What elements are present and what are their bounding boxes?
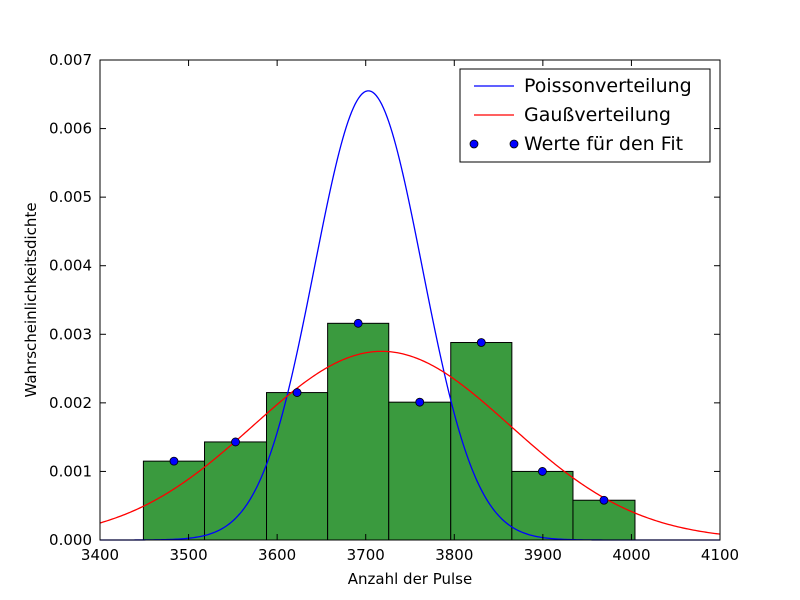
y-tick-label: 0.002 [49,394,92,412]
legend-poisson-label: Poissonverteilung [524,75,692,97]
legend-fit-label: Werte für den Fit [524,133,683,155]
fit-point [415,397,425,407]
legend-fit-marker-left [469,139,479,149]
fit-point [353,318,363,328]
histogram-bar [511,470,574,541]
x-tick-label: 4000 [612,546,650,564]
x-tick-label: 4100 [701,546,739,564]
histogram-bar [388,401,452,541]
histogram-bar [266,392,329,541]
histogram-bar [450,342,513,541]
x-tick-label: 3800 [435,546,473,564]
y-axis-label: Wahrscheinlichkeitsdichte [22,202,40,397]
legend-fit-marker-right [509,139,519,149]
x-axis-ticks: 3400 3500 3600 3700 3800 3900 4000 4100 [81,60,739,564]
y-tick-label: 0.000 [49,531,92,549]
fit-point [599,495,609,505]
y-tick-label: 0.006 [49,120,92,138]
fit-point [292,388,302,397]
plot-frame [99,59,721,541]
histogram-bar [142,460,206,541]
y-tick-label: 0.001 [49,462,92,480]
y-tick-label: 0.003 [49,325,92,343]
histogram-bar [327,322,390,541]
x-tick-label: 3500 [169,546,207,564]
x-tick-label: 3600 [258,546,296,564]
fit-point [169,456,179,466]
x-tick-label: 3700 [347,546,385,564]
x-tick-label: 3400 [81,546,119,564]
histogram-bar [572,499,636,541]
x-axis-label: Anzahl der Pulse [348,570,472,588]
legend: Poissonverteilung Gaußverteilung Werte f… [459,68,711,163]
gauss-curve [99,350,721,535]
fit-points [169,318,609,505]
y-tick-label: 0.004 [49,257,92,275]
fit-point [231,437,240,447]
fit-point [476,338,486,347]
y-axis-ticks: 0.000 0.001 0.002 0.003 0.004 0.005 0.006 0.007 [49,51,720,549]
fit-point [538,467,547,476]
legend-gauss-label: Gaußverteilung [524,104,671,126]
histogram-bar [204,441,268,541]
x-tick-label: 3900 [524,546,562,564]
y-tick-label: 0.007 [49,51,92,69]
y-tick-label: 0.005 [49,188,92,206]
